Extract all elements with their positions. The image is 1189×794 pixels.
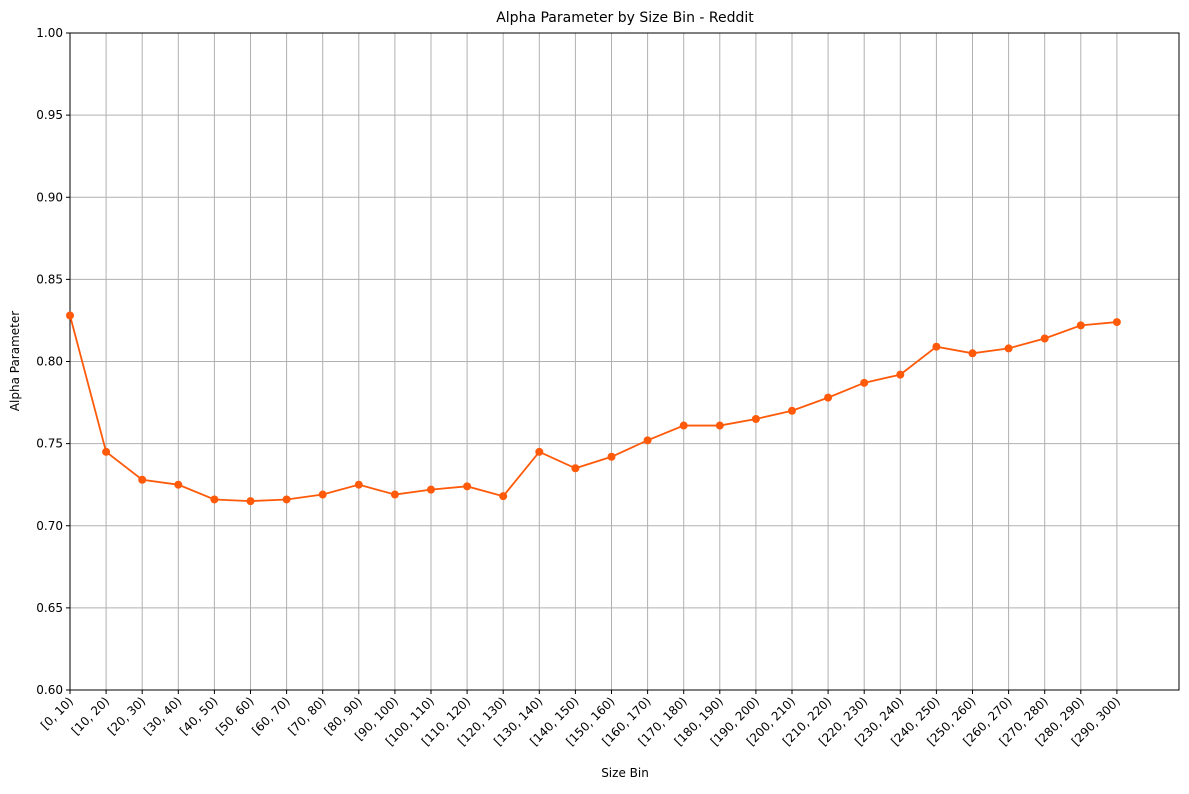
- data-point: [679, 421, 688, 430]
- data-point: [66, 311, 74, 320]
- data-point: [535, 447, 544, 456]
- data-point: [607, 452, 616, 461]
- data-point: [571, 464, 580, 473]
- grid: [69, 32, 1179, 691]
- axes: [66, 32, 1180, 694]
- y-tick-label: 0.70: [36, 519, 63, 533]
- x-axis-label: Size Bin: [601, 766, 649, 780]
- data-point: [896, 370, 905, 379]
- data-point: [282, 495, 291, 504]
- data-point: [318, 490, 327, 499]
- chart-title: Alpha Parameter by Size Bin - Reddit: [496, 10, 754, 26]
- data-point: [643, 436, 652, 445]
- y-tick-label: 0.60: [36, 683, 63, 697]
- data-point: [210, 495, 219, 504]
- series-line: [69, 315, 1117, 503]
- data-point: [968, 349, 977, 358]
- x-tick-label: [10, 20): [69, 694, 113, 738]
- data-point: [824, 393, 833, 402]
- y-tick-label: 0.90: [36, 190, 63, 204]
- data-point: [1112, 318, 1121, 327]
- data-point: [932, 342, 941, 351]
- data-point: [390, 490, 399, 499]
- x-tick-label: [40, 50): [177, 694, 221, 738]
- x-tick-label: [30, 40): [141, 694, 185, 738]
- data-point: [499, 492, 508, 501]
- x-tick-label: [70, 80): [285, 694, 329, 738]
- data-point: [246, 497, 255, 506]
- data-point: [427, 485, 435, 494]
- data-point: [788, 406, 796, 415]
- data-point: [1004, 344, 1013, 353]
- data-point: [174, 480, 183, 489]
- y-tick-label: 0.65: [36, 601, 63, 615]
- series: [66, 311, 1121, 506]
- x-tick-label: [50, 60): [213, 694, 257, 738]
- y-axis-label: Alpha Parameter: [8, 311, 22, 411]
- data-point: [860, 378, 869, 387]
- data-point: [715, 421, 724, 430]
- data-point: [463, 482, 472, 491]
- data-point: [138, 475, 147, 484]
- y-tick-label: 0.85: [36, 272, 63, 286]
- y-tick-label: 0.75: [36, 437, 63, 451]
- data-point: [354, 480, 363, 489]
- y-tick-label: 0.80: [36, 355, 63, 369]
- tick-labels: 0.600.650.700.750.800.850.900.951.00[0, …: [36, 26, 1123, 749]
- x-tick-label: [60, 70): [249, 694, 293, 738]
- data-point: [102, 447, 111, 456]
- y-tick-label: 0.95: [36, 108, 63, 122]
- data-point: [751, 414, 760, 423]
- data-point: [1076, 321, 1085, 330]
- y-tick-label: 1.00: [36, 26, 63, 40]
- data-point: [1040, 334, 1049, 343]
- plot-frame: [69, 32, 1180, 691]
- x-tick-label: [20, 30): [105, 694, 149, 738]
